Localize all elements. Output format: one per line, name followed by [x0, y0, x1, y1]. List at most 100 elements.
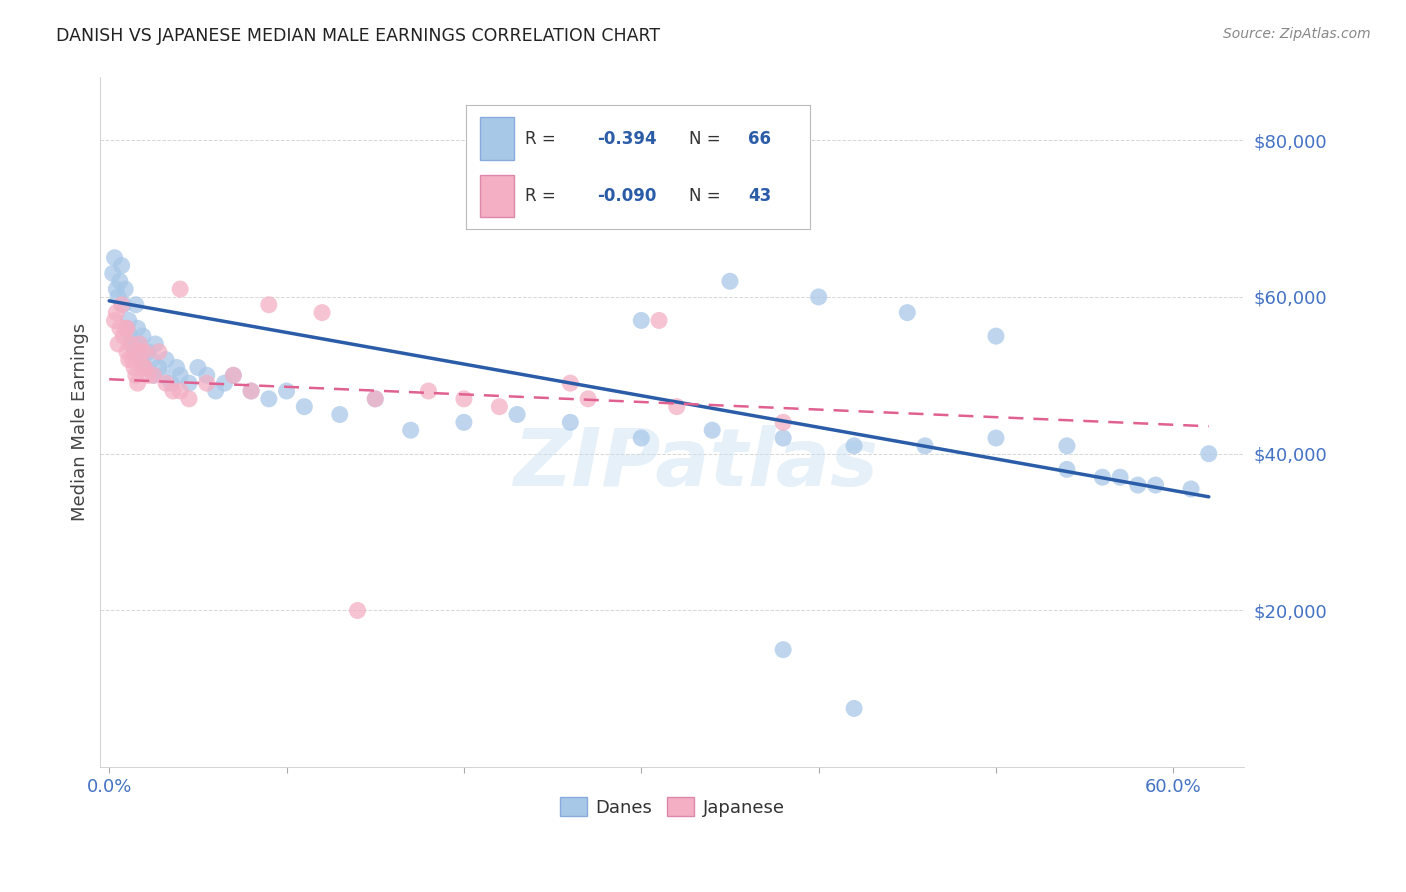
Point — [177, 376, 200, 391]
Point — [122, 344, 145, 359]
Point — [364, 392, 387, 406]
Point — [101, 267, 124, 281]
Point — [128, 337, 150, 351]
Point — [772, 415, 794, 429]
Text: DANISH VS JAPANESE MEDIAN MALE EARNINGS CORRELATION CHART: DANISH VS JAPANESE MEDIAN MALE EARNINGS … — [56, 27, 661, 45]
Point — [143, 337, 166, 351]
Point — [222, 368, 245, 383]
Point — [984, 329, 1007, 343]
Point — [1091, 470, 1114, 484]
Text: ZIPatlas: ZIPatlas — [513, 425, 877, 503]
Point — [576, 392, 599, 406]
Point — [115, 321, 138, 335]
Point — [772, 431, 794, 445]
Point — [127, 321, 149, 335]
Point — [1180, 482, 1202, 496]
Point — [222, 368, 245, 383]
Point — [134, 360, 156, 375]
Point — [125, 298, 148, 312]
Point — [1198, 447, 1220, 461]
Point — [129, 344, 152, 359]
Point — [195, 376, 218, 391]
Point — [914, 439, 936, 453]
Point — [453, 415, 475, 429]
Point — [112, 329, 135, 343]
Point — [665, 400, 688, 414]
Point — [488, 400, 510, 414]
Point — [311, 305, 333, 319]
Point — [240, 384, 263, 398]
Point — [127, 376, 149, 391]
Point — [132, 360, 155, 375]
Point — [118, 313, 141, 327]
Point — [155, 376, 177, 391]
Point — [453, 392, 475, 406]
Point — [842, 439, 865, 453]
Point — [896, 305, 918, 319]
Point — [162, 384, 184, 398]
Point — [136, 344, 159, 359]
Point — [129, 352, 152, 367]
Point — [128, 337, 150, 351]
Point — [105, 282, 128, 296]
Point — [346, 603, 368, 617]
Point — [257, 298, 280, 312]
Point — [276, 384, 298, 398]
Point — [648, 313, 671, 327]
Point — [112, 298, 135, 312]
Point — [122, 360, 145, 375]
Point — [111, 259, 134, 273]
Point — [195, 368, 218, 383]
Point — [148, 344, 170, 359]
Point — [1056, 439, 1078, 453]
Point — [257, 392, 280, 406]
Point — [1056, 462, 1078, 476]
Point — [166, 360, 188, 375]
Point — [204, 384, 226, 398]
Point — [630, 431, 652, 445]
Point — [560, 376, 582, 391]
Point — [120, 329, 142, 343]
Point — [103, 251, 125, 265]
Point — [169, 384, 191, 398]
Point — [240, 384, 263, 398]
Point — [399, 423, 422, 437]
Point — [160, 376, 183, 391]
Point — [120, 337, 142, 351]
Point — [702, 423, 724, 437]
Point — [718, 274, 741, 288]
Text: Source: ZipAtlas.com: Source: ZipAtlas.com — [1223, 27, 1371, 41]
Point — [1109, 470, 1132, 484]
Point — [105, 305, 128, 319]
Point — [141, 352, 163, 367]
Legend: Danes, Japanese: Danes, Japanese — [553, 790, 793, 824]
Point — [772, 642, 794, 657]
Point — [169, 282, 191, 296]
Point — [142, 368, 165, 383]
Point — [214, 376, 236, 391]
Point — [115, 344, 138, 359]
Point — [111, 298, 134, 312]
Point — [984, 431, 1007, 445]
Point — [103, 313, 125, 327]
Point — [107, 337, 129, 351]
Point — [148, 360, 170, 375]
Point — [506, 408, 529, 422]
Point — [560, 415, 582, 429]
Point — [136, 368, 159, 383]
Point — [142, 368, 165, 383]
Point — [108, 321, 131, 335]
Point — [329, 408, 352, 422]
Point — [630, 313, 652, 327]
Point — [155, 352, 177, 367]
Point — [169, 368, 191, 383]
Point — [118, 352, 141, 367]
Y-axis label: Median Male Earnings: Median Male Earnings — [72, 323, 89, 522]
Point — [418, 384, 440, 398]
Point — [177, 392, 200, 406]
Point — [187, 360, 209, 375]
Point — [121, 352, 143, 367]
Point — [108, 274, 131, 288]
Point — [364, 392, 387, 406]
Point — [134, 360, 156, 375]
